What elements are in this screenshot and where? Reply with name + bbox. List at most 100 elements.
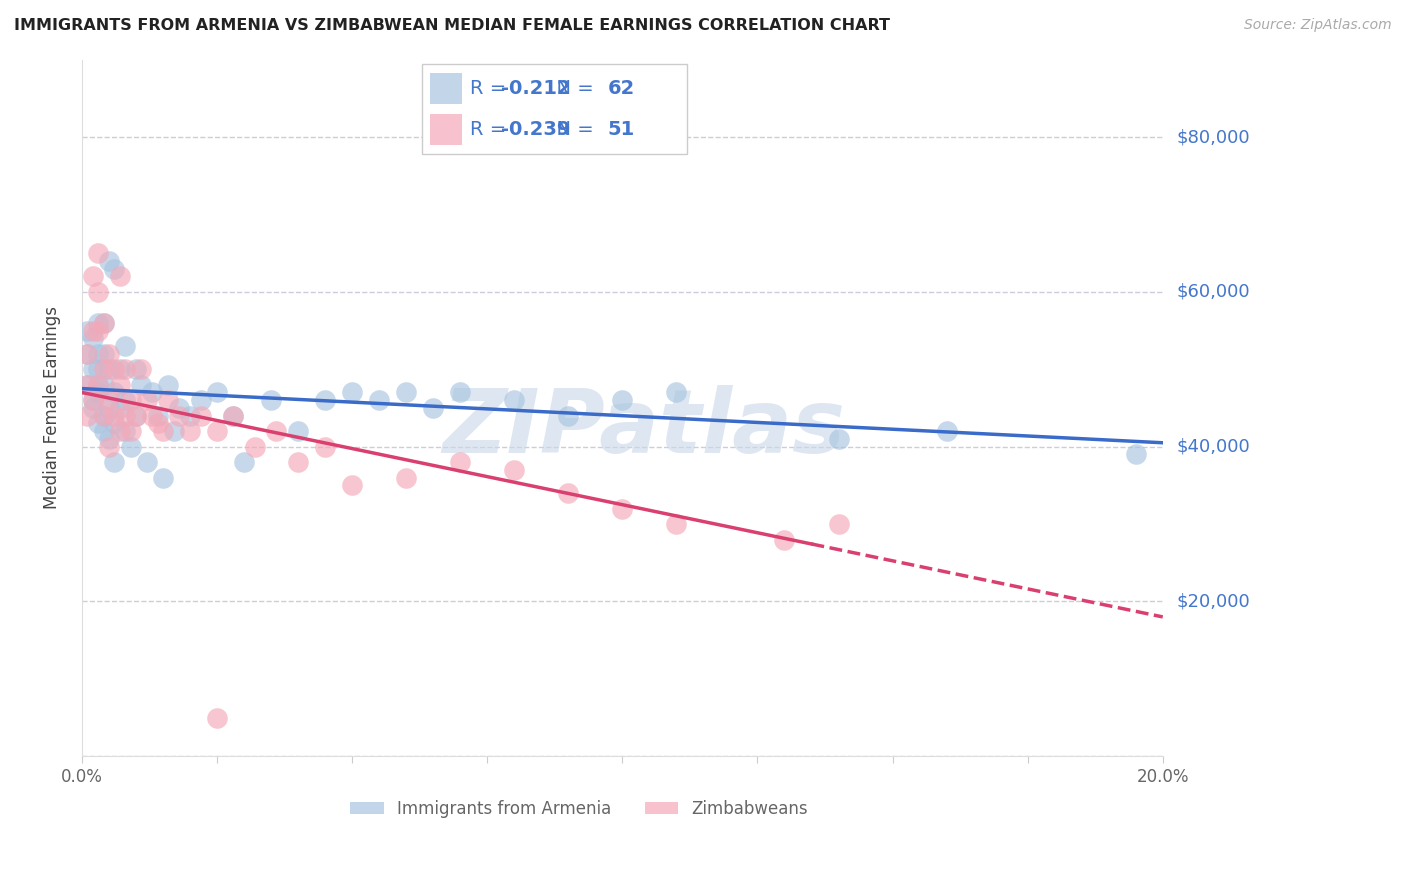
Point: [82, 401, 104, 415]
Point: [395, 470, 418, 484]
Point: [120, 440, 142, 454]
Point: [103, 261, 125, 276]
Point: [205, 385, 228, 400]
Y-axis label: Median Female Earnings: Median Female Earnings: [44, 307, 60, 509]
Point: [157, 377, 180, 392]
Point: [503, 393, 526, 408]
Point: [82, 331, 104, 345]
Point: [557, 486, 579, 500]
Bar: [430, 73, 463, 104]
Point: [314, 393, 336, 408]
Point: [98, 432, 121, 446]
Point: [190, 409, 212, 423]
Point: [422, 401, 444, 415]
Text: ZIPatlas: ZIPatlas: [443, 385, 845, 473]
Point: [87, 246, 110, 260]
Point: [108, 362, 131, 376]
Point: [114, 409, 136, 423]
Point: [395, 385, 418, 400]
Point: [114, 362, 136, 376]
Point: [93, 316, 115, 330]
Point: [76, 377, 98, 392]
Text: N =: N =: [544, 120, 600, 139]
Point: [120, 393, 142, 408]
Text: -0.212: -0.212: [501, 79, 571, 98]
Point: [76, 409, 98, 423]
Point: [205, 424, 228, 438]
Point: [82, 393, 104, 408]
Point: [146, 409, 169, 423]
Point: [93, 347, 115, 361]
Point: [98, 401, 121, 415]
Point: [612, 501, 634, 516]
Point: [449, 455, 471, 469]
Point: [76, 377, 98, 392]
Point: [108, 377, 131, 392]
Text: $80,000: $80,000: [1177, 128, 1250, 146]
Point: [98, 347, 121, 361]
Legend: Immigrants from Armenia, Zimbabweans: Immigrants from Armenia, Zimbabweans: [343, 793, 814, 824]
Point: [87, 377, 110, 392]
Point: [260, 393, 283, 408]
Point: [87, 362, 110, 376]
Point: [243, 440, 266, 454]
Point: [1125, 447, 1147, 461]
Point: [449, 385, 471, 400]
Point: [222, 409, 245, 423]
Point: [98, 440, 121, 454]
Point: [98, 253, 121, 268]
Point: [205, 710, 228, 724]
Point: [125, 362, 148, 376]
Point: [82, 393, 104, 408]
Bar: [430, 114, 463, 145]
Text: $20,000: $20,000: [1177, 592, 1250, 610]
Point: [98, 362, 121, 376]
Text: 62: 62: [607, 79, 636, 98]
Point: [233, 455, 256, 469]
Point: [87, 377, 110, 392]
Point: [103, 409, 125, 423]
Point: [131, 377, 153, 392]
Point: [152, 470, 174, 484]
Point: [93, 377, 115, 392]
Point: [179, 424, 201, 438]
Text: IMMIGRANTS FROM ARMENIA VS ZIMBABWEAN MEDIAN FEMALE EARNINGS CORRELATION CHART: IMMIGRANTS FROM ARMENIA VS ZIMBABWEAN ME…: [14, 18, 890, 33]
Point: [368, 393, 391, 408]
Point: [287, 424, 309, 438]
Text: $60,000: $60,000: [1177, 283, 1250, 301]
Point: [93, 409, 115, 423]
Point: [114, 424, 136, 438]
Point: [827, 516, 849, 531]
Text: 51: 51: [607, 120, 636, 139]
Point: [87, 316, 110, 330]
Point: [503, 463, 526, 477]
Text: Source: ZipAtlas.com: Source: ZipAtlas.com: [1244, 18, 1392, 32]
Point: [157, 393, 180, 408]
Point: [103, 362, 125, 376]
Point: [190, 393, 212, 408]
Point: [93, 362, 115, 376]
Point: [612, 393, 634, 408]
Point: [93, 316, 115, 330]
Point: [266, 424, 288, 438]
Point: [135, 393, 157, 408]
Point: [98, 393, 121, 408]
Point: [87, 347, 110, 361]
Point: [827, 432, 849, 446]
Point: [340, 385, 363, 400]
Point: [152, 424, 174, 438]
Point: [76, 347, 98, 361]
Point: [76, 347, 98, 361]
Point: [131, 362, 153, 376]
Point: [163, 424, 186, 438]
Point: [141, 409, 163, 423]
Point: [125, 409, 148, 423]
Point: [114, 393, 136, 408]
Point: [114, 339, 136, 353]
Point: [87, 417, 110, 431]
Point: [665, 385, 688, 400]
FancyBboxPatch shape: [422, 64, 688, 153]
Point: [287, 455, 309, 469]
Point: [167, 409, 190, 423]
Point: [125, 409, 148, 423]
